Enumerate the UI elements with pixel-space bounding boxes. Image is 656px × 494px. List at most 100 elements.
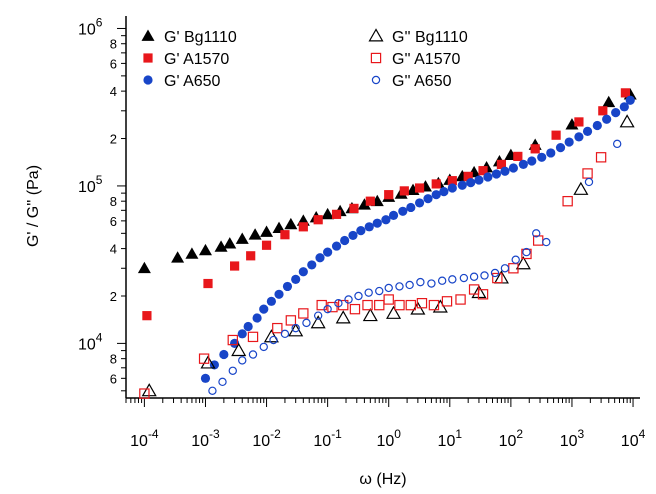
data-point (513, 151, 523, 162)
data-point (340, 235, 350, 246)
data-point (459, 273, 469, 283)
data-point (243, 321, 253, 332)
data-point (171, 251, 185, 263)
legend-label: G' A1570 (164, 51, 229, 68)
data-point (441, 296, 453, 307)
data-point (474, 175, 484, 185)
data-point (208, 386, 217, 395)
data-point (457, 180, 467, 190)
data-point (327, 301, 338, 313)
series-3 (141, 114, 635, 397)
y-minor-tick-label: 6 (110, 214, 117, 229)
data-point (269, 335, 278, 345)
data-point (357, 198, 371, 210)
data-point (335, 310, 351, 324)
data-point (323, 304, 332, 314)
data-point (612, 139, 622, 149)
data-point (522, 247, 531, 257)
data-point (398, 206, 408, 216)
data-point (582, 168, 593, 179)
data-point (248, 228, 262, 240)
data-point (480, 271, 489, 280)
data-point (307, 260, 317, 270)
data-point (598, 106, 608, 116)
data-point (437, 276, 447, 285)
data-point (595, 152, 607, 163)
data-point (219, 349, 229, 360)
data-point (619, 114, 635, 128)
data-point (491, 169, 502, 179)
data-point (223, 237, 237, 249)
x-axis-ticks: 10-4 10-3 10-2 10-1 100 101 102 103 104 (125, 398, 646, 450)
legend-marker (368, 28, 384, 42)
y-minor-tick-label: 2 (110, 132, 117, 147)
data-point (218, 377, 227, 387)
data-point (272, 221, 286, 233)
series-0 (137, 88, 637, 274)
data-point (230, 261, 240, 271)
x-tick-label: 10-2 (252, 427, 281, 450)
data-point (142, 311, 152, 321)
data-point (214, 240, 228, 252)
data-point (302, 318, 311, 328)
x-tick-label: 100 (376, 427, 401, 450)
data-point (272, 322, 283, 334)
data-point (364, 222, 374, 232)
data-point (288, 323, 304, 337)
data-point (399, 186, 409, 196)
data-point (466, 177, 476, 188)
data-point (573, 181, 589, 195)
data-point (248, 350, 258, 359)
data-point (582, 126, 593, 136)
data-point (555, 143, 566, 153)
data-point (551, 130, 561, 140)
y-tick-label: 105 (78, 173, 103, 196)
data-point (282, 281, 293, 292)
data-point (515, 256, 531, 270)
data-point (406, 202, 416, 213)
data-point (246, 251, 256, 261)
data-point (291, 323, 300, 333)
data-point (237, 329, 247, 339)
data-point (394, 299, 405, 311)
data-point (200, 355, 216, 369)
y-minor-tick-label: 8 (110, 352, 117, 367)
data-point (354, 291, 363, 301)
data-point (298, 267, 308, 277)
data-point (511, 255, 520, 264)
data-point (500, 264, 510, 273)
data-point (521, 248, 532, 260)
y-minor-tick-label: 6 (110, 56, 117, 71)
y-minor-tick-label: 8 (110, 194, 117, 209)
data-point (584, 177, 594, 187)
data-point (416, 297, 428, 309)
data-point (455, 294, 466, 305)
data-point (431, 190, 441, 200)
data-point (490, 268, 500, 278)
data-point (500, 166, 510, 176)
data-point (331, 241, 342, 251)
legend-marker (370, 52, 382, 64)
data-point (564, 137, 574, 147)
data-point (388, 210, 399, 220)
data-point (428, 299, 440, 311)
x-tick-label: 10-3 (191, 427, 220, 450)
data-point (139, 388, 150, 399)
data-point (323, 247, 333, 257)
data-point (313, 311, 323, 320)
data-point (565, 118, 579, 130)
data-point (492, 272, 503, 284)
data-point (423, 194, 433, 204)
data-point (362, 307, 378, 322)
legend-marker (143, 75, 153, 85)
data-point (384, 190, 394, 200)
data-point (546, 148, 556, 158)
data-point (331, 209, 342, 219)
data-point (291, 274, 301, 284)
data-point (334, 298, 343, 308)
data-point (200, 373, 211, 383)
y-minor-tick-label: 4 (110, 84, 117, 99)
legend: G' Bg1110 G' A1570 G' A650 G'' Bg1110 G'' A1… (141, 28, 468, 90)
data-point (356, 226, 366, 236)
